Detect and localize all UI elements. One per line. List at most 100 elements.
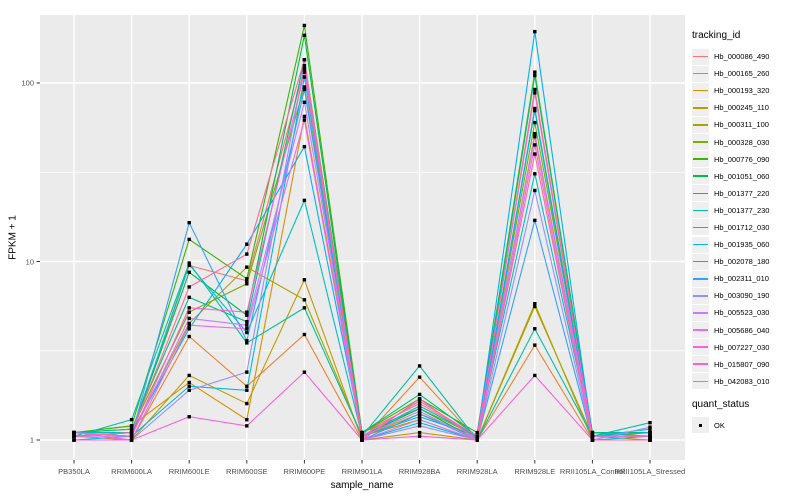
data-point xyxy=(302,332,307,337)
data-point xyxy=(245,265,249,269)
data-point xyxy=(302,278,307,282)
data-point xyxy=(187,373,191,378)
data-point xyxy=(302,370,307,374)
legend-key-line-icon xyxy=(693,141,708,143)
legend-item: Hb_000328_030 xyxy=(692,133,798,151)
data-point xyxy=(187,262,191,267)
data-point xyxy=(245,313,249,317)
data-point xyxy=(533,131,537,136)
legend-key-line-icon xyxy=(693,209,708,212)
data-point xyxy=(533,91,537,95)
x-tick-label: RRIM600LA xyxy=(111,467,153,476)
legend-item-label: Hb_001377_220 xyxy=(714,188,770,198)
data-point xyxy=(475,434,479,438)
legend-key-line-icon xyxy=(693,55,708,58)
legend-key-swatch xyxy=(692,99,709,116)
data-point xyxy=(302,114,307,119)
legend-key-swatch xyxy=(692,304,709,321)
data-point xyxy=(72,434,76,438)
data-point xyxy=(417,397,422,401)
data-point xyxy=(302,144,307,149)
data-point xyxy=(302,87,307,92)
legend-item-label: Hb_002078_180 xyxy=(714,257,770,267)
legend-item: Hb_000311_100 xyxy=(692,116,798,133)
legend-item-label: Hb_001051_060 xyxy=(714,171,770,181)
data-point xyxy=(187,310,191,314)
data-point xyxy=(187,270,191,274)
legend-key-swatch xyxy=(692,339,709,356)
data-point xyxy=(533,327,537,331)
y-tick-label: 1 xyxy=(29,435,34,445)
data-point xyxy=(417,399,422,403)
data-point xyxy=(129,430,134,435)
legend-key-line-icon xyxy=(693,72,708,75)
data-point xyxy=(245,277,249,281)
data-point xyxy=(129,427,134,431)
data-point xyxy=(302,298,307,302)
legend-key-swatch xyxy=(692,82,709,99)
data-point xyxy=(648,438,652,442)
y-axis-title: FPKM + 1 xyxy=(7,215,19,260)
legend-shape-items: OK xyxy=(692,417,798,434)
legend-key-swatch xyxy=(692,356,709,373)
legend-item: Hb_015807_090 xyxy=(692,356,798,373)
x-tick-label: RRIM901LA xyxy=(341,467,383,476)
legend-key-line-icon xyxy=(693,124,708,126)
legend-key-swatch xyxy=(692,417,709,434)
data-point xyxy=(360,430,364,435)
data-point xyxy=(533,343,537,347)
y-tick-label: 100 xyxy=(21,78,34,88)
legend-shape-title: quant_status xyxy=(692,398,750,410)
legend-item-label: Hb_042083_010 xyxy=(714,376,770,386)
legend-key-swatch xyxy=(692,134,709,151)
data-point xyxy=(533,143,537,147)
data-point xyxy=(533,218,537,223)
data-point xyxy=(533,152,537,156)
legend-key-line-icon xyxy=(693,278,708,280)
data-point xyxy=(245,339,249,343)
data-point xyxy=(417,417,422,422)
legend-key-swatch xyxy=(692,253,709,270)
legend-item: Hb_042083_010 xyxy=(692,373,798,390)
data-point xyxy=(533,29,537,34)
data-point xyxy=(187,321,191,326)
data-point xyxy=(533,73,537,78)
legend-item-label: Hb_000311_100 xyxy=(714,120,769,130)
data-point xyxy=(533,120,537,125)
data-point xyxy=(72,438,76,442)
legend-key-swatch xyxy=(692,373,709,390)
data-point xyxy=(129,424,134,428)
legend-item: Hb_000776_090 xyxy=(692,151,798,168)
data-point xyxy=(245,370,249,374)
legend-key-line-icon xyxy=(693,380,708,383)
data-point xyxy=(245,279,249,283)
legend-item-label: Hb_001935_060 xyxy=(714,240,770,250)
legend-key-line-icon xyxy=(693,226,708,229)
data-point xyxy=(302,64,307,68)
data-point xyxy=(360,434,364,438)
data-point xyxy=(245,327,249,331)
x-axis-title: sample_name xyxy=(330,480,394,491)
legend-item-label: Hb_015807_090 xyxy=(714,359,770,369)
data-point xyxy=(417,434,422,438)
data-point xyxy=(187,295,191,300)
legend-color-title: tracking_id xyxy=(692,30,741,41)
x-tick-label: RRIM600LE xyxy=(168,467,210,476)
legend-key-swatch xyxy=(692,270,709,287)
data-point xyxy=(417,424,422,428)
legend-key-line-icon xyxy=(693,158,708,160)
data-point xyxy=(533,304,537,309)
data-point xyxy=(417,375,422,379)
data-point xyxy=(187,323,191,327)
data-point xyxy=(417,412,422,416)
legend-key-line-icon xyxy=(693,312,708,314)
x-tick-label: RRIM928LA xyxy=(456,467,498,476)
legend-item-label: Hb_002311_010 xyxy=(714,274,769,284)
legend-item: Hb_005686_040 xyxy=(692,322,798,339)
data-point xyxy=(417,364,422,368)
legend-key-line-icon xyxy=(693,363,708,365)
legend-key-line-icon xyxy=(693,295,708,297)
legend-key-swatch xyxy=(692,151,709,168)
